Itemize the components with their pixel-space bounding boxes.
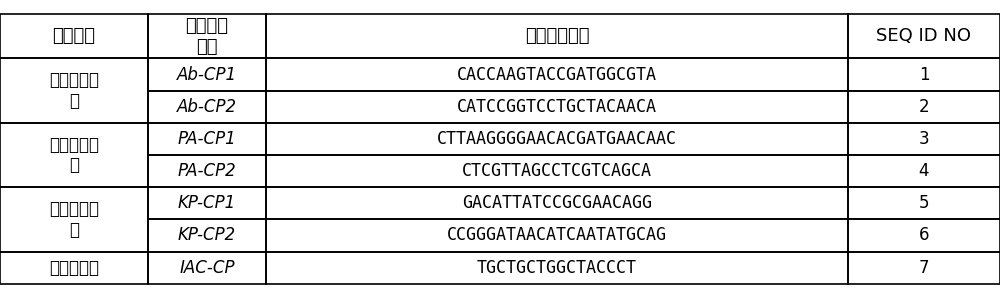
Text: 2: 2 — [919, 98, 929, 116]
Bar — [848, 91, 1000, 123]
Bar — [848, 155, 1000, 187]
Bar — [148, 123, 266, 155]
Bar — [266, 252, 848, 284]
Bar — [266, 155, 848, 187]
Bar — [266, 14, 848, 58]
Text: PA-CP2: PA-CP2 — [178, 162, 236, 180]
Text: 阳性内质控: 阳性内质控 — [49, 259, 99, 277]
Bar — [0, 252, 148, 284]
Bar — [148, 58, 266, 91]
Bar — [148, 187, 266, 219]
Bar — [0, 187, 148, 252]
Text: KP-CP2: KP-CP2 — [178, 226, 236, 244]
Text: SEQ ID NO: SEQ ID NO — [876, 27, 971, 45]
Text: GACATTATCCGCGAACAGG: GACATTATCCGCGAACAGG — [462, 194, 652, 212]
Bar — [848, 219, 1000, 252]
Bar — [148, 252, 266, 284]
Bar — [148, 91, 266, 123]
Text: CATCCGGTCCTGCTACAACA: CATCCGGTCCTGCTACAACA — [457, 98, 657, 116]
Text: 铜绿假单胞
菌: 铜绿假单胞 菌 — [49, 136, 99, 174]
Text: CCGGGATAACATCAATATGCAG: CCGGGATAACATCAATATGCAG — [447, 226, 667, 244]
Bar — [0, 123, 148, 187]
Bar — [848, 252, 1000, 284]
Text: 6: 6 — [919, 226, 929, 244]
Bar — [266, 123, 848, 155]
Text: CTTAAGGGGAACACGATGAACAAC: CTTAAGGGGAACACGATGAACAAC — [437, 130, 677, 148]
Bar — [266, 91, 848, 123]
Bar — [848, 123, 1000, 155]
Text: 检测目标: 检测目标 — [52, 27, 96, 45]
Bar — [848, 187, 1000, 219]
Bar — [0, 14, 148, 58]
Text: 3: 3 — [919, 130, 929, 148]
Bar — [266, 58, 848, 91]
Bar — [848, 14, 1000, 58]
Text: 5: 5 — [919, 194, 929, 212]
Text: IAC-CP: IAC-CP — [179, 259, 235, 277]
Text: 鲍曼不动杆
菌: 鲍曼不动杆 菌 — [49, 71, 99, 110]
Text: Ab-CP1: Ab-CP1 — [177, 66, 237, 83]
Text: 肺炎克雷伯
菌: 肺炎克雷伯 菌 — [49, 200, 99, 239]
Bar — [266, 219, 848, 252]
Text: 4: 4 — [919, 162, 929, 180]
Text: CTCGTTAGCCTCGTCAGCA: CTCGTTAGCCTCGTCAGCA — [462, 162, 652, 180]
Text: 1: 1 — [919, 66, 929, 83]
Bar — [148, 14, 266, 58]
Bar — [848, 58, 1000, 91]
Text: KP-CP1: KP-CP1 — [178, 194, 236, 212]
Bar — [266, 187, 848, 219]
Text: 捕获探针
代码: 捕获探针 代码 — [186, 17, 228, 56]
Text: TGCTGCTGGCTACCCT: TGCTGCTGGCTACCCT — [477, 259, 637, 277]
Text: 7: 7 — [919, 259, 929, 277]
Bar — [148, 219, 266, 252]
Text: Ab-CP2: Ab-CP2 — [177, 98, 237, 116]
Text: 捕获探针序列: 捕获探针序列 — [525, 27, 589, 45]
Bar — [0, 58, 148, 123]
Text: CACCAAGTACCGATGGCGTA: CACCAAGTACCGATGGCGTA — [457, 66, 657, 83]
Text: PA-CP1: PA-CP1 — [178, 130, 236, 148]
Bar — [148, 155, 266, 187]
